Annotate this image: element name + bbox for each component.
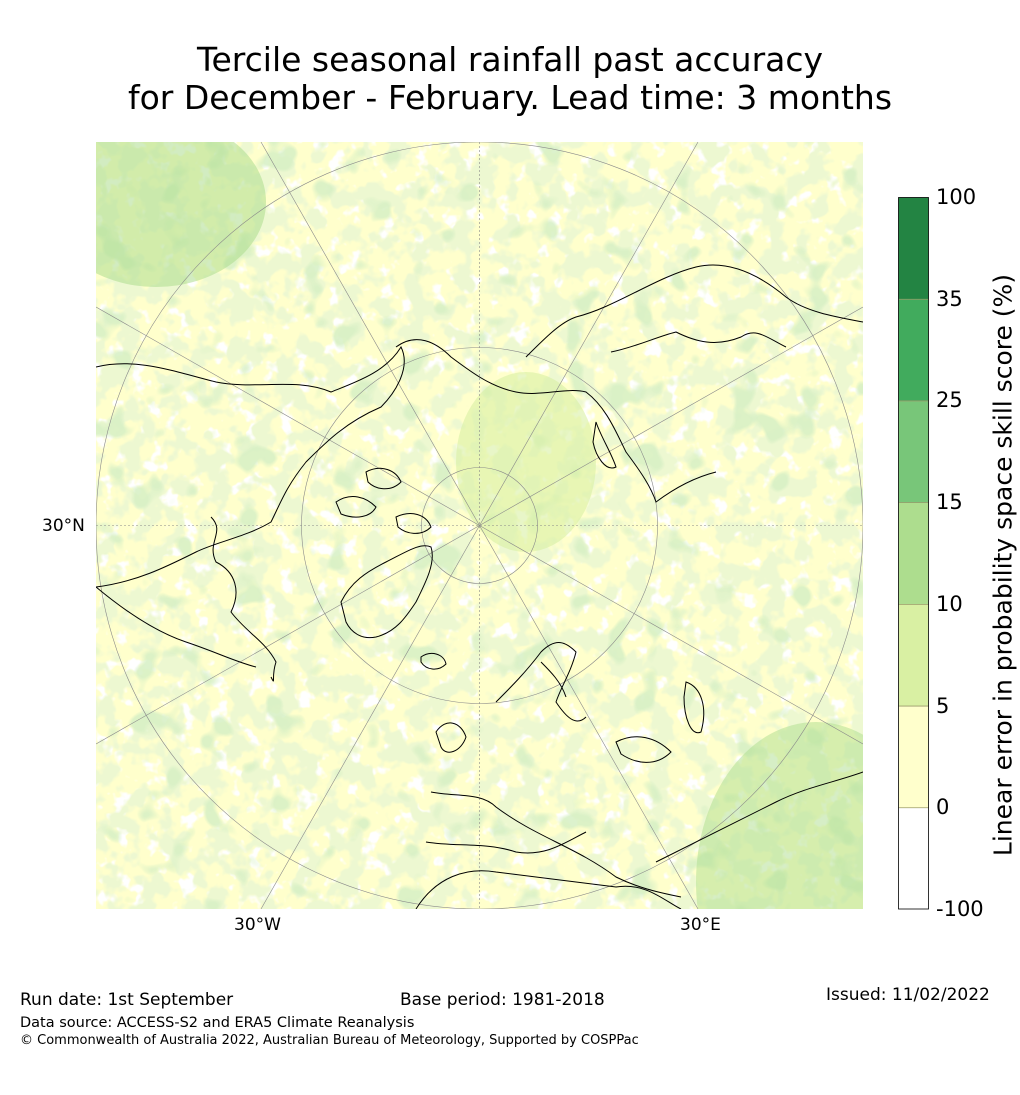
colorbar-tick-label: 0 [936, 795, 950, 820]
coast-greenland [340, 545, 433, 639]
coastlines [96, 264, 863, 909]
coast-north-america [96, 345, 405, 588]
coast-africa-north [415, 870, 682, 909]
map-title-line-1: Tercile seasonal rainfall past accuracy [196, 40, 824, 79]
coast-west-coast [96, 586, 257, 668]
colorbar-tick-label: 5 [936, 693, 950, 718]
copyright: © Commonwealth of Australia 2022, Austra… [20, 1033, 639, 1048]
longitude-label-30w: 30°W [234, 915, 281, 935]
colorbar [898, 197, 929, 910]
coast-scandinavia [495, 642, 587, 722]
map-title-line-2: for December - February. Lead time: 3 mo… [127, 78, 893, 117]
coast-archipelago-2 [365, 467, 402, 490]
run-date: Run date: 1st September [20, 990, 234, 1010]
skill-patch-northwest [96, 142, 266, 287]
colorbar-segment [898, 706, 929, 808]
polar-skill-map [96, 142, 863, 909]
colorbar-tick-label: 100 [936, 185, 977, 209]
coast-archipelago-3 [395, 513, 432, 534]
coast-baltic [540, 661, 567, 698]
coast-novaya-zemlya [592, 421, 617, 469]
base-period: Base period: 1981-2018 [400, 990, 605, 1010]
colorbar-tick-label: 35 [936, 286, 963, 311]
coast-caspian [683, 681, 705, 734]
longitude-label-30e: 30°E [680, 915, 721, 935]
coast-mediterranean [425, 831, 587, 854]
coast-asia-east [655, 771, 863, 863]
coast-okhotsk [610, 331, 787, 353]
colorbar-title: Linear error in probability space skill … [988, 273, 1018, 857]
colorbar-tick-label: -100 [936, 897, 984, 921]
colorbar-segment [898, 502, 929, 605]
colorbar-tick-label: 10 [936, 591, 963, 616]
coast-hudson-bay [210, 516, 277, 682]
colorbar-segment [898, 807, 929, 910]
skill-patch-arctic [456, 372, 596, 552]
coast-europe [430, 791, 682, 898]
colorbar-segment [898, 197, 929, 300]
colorbar-tick-label: 15 [936, 490, 963, 515]
colorbar-segment [898, 604, 929, 707]
issued-date: Issued: 11/02/2022 [826, 985, 990, 1005]
coast-chukotka [525, 264, 863, 358]
data-source: Data source: ACCESS-S2 and ERA5 Climate … [20, 1015, 415, 1031]
colorbar-tick-label: 25 [936, 388, 963, 413]
coast-uk [435, 722, 467, 753]
coast-siberia [395, 339, 717, 503]
skill-patch-east [696, 722, 863, 909]
coast-archipelago-1 [335, 496, 377, 518]
coast-iceland [420, 653, 447, 670]
latitude-label-30n: 30°N [42, 516, 85, 536]
graticule [96, 142, 863, 909]
colorbar-segment [898, 400, 929, 503]
colorbar-segment [898, 299, 929, 401]
coast-black-sea [615, 736, 672, 763]
